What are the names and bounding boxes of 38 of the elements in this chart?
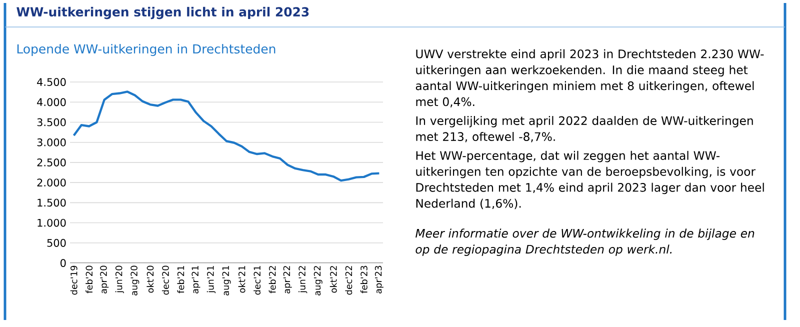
y-tick-label: 4.000 [37, 98, 66, 106]
x-tick-label: jun'20 [115, 266, 124, 294]
x-tick-label: apr'20 [100, 266, 109, 294]
x-tick-label: apr'23 [374, 266, 384, 294]
chart-subtitle: Lopende WW-uitkeringen in Drechtsteden [17, 44, 276, 56]
x-tick-label: dec'22 [345, 266, 352, 295]
y-tick-label: 3.500 [37, 118, 66, 126]
x-tick-label: feb'23 [360, 266, 368, 294]
y-tick-label: 1.000 [38, 218, 66, 227]
y-tick-label: 1.500 [38, 198, 66, 207]
x-tick-label: dec'19 [70, 266, 78, 295]
y-tick-label: 2.000 [37, 178, 66, 187]
x-tick-label: okt'21 [238, 266, 246, 293]
x-tick-label: aug'22 [314, 266, 322, 296]
x-tick-label: feb'20 [86, 266, 93, 294]
line-series [72, 90, 380, 182]
x-tick-label: okt'20 [146, 266, 154, 293]
x-tick-label: apr'22 [283, 266, 292, 294]
x-tick-label: aug'20 [130, 266, 140, 296]
text: Het WW-percentage, dat wil zeggen het aantal WW-uitkeringen ten opzichte van de beroepsbevolking, is voor Drechtsteden met 1,4% eind april 2023 lager dan voor heel Nederland (1,6%). [416, 150, 764, 210]
x-tick-label: feb'22 [268, 266, 276, 294]
x-tick-label: jun'22 [298, 266, 308, 294]
chart-title: WW-uitkeringen stijgen licht in april 2023 [16, 6, 309, 20]
x-tick-label: jun'21 [206, 266, 216, 294]
x-tick-label: apr'21 [192, 266, 200, 294]
text: In vergelijking met april 2022 daalden de WW-uitkeringen met 213, oftewel -8,7%. [416, 116, 753, 142]
x-tick-label: feb'21 [177, 266, 184, 294]
y-tick-label: 4.500 [37, 78, 66, 86]
y-tick-label: 3.000 [37, 138, 66, 146]
text: Meer informatie over de WW-ontwikkeling in de bijlage en op de regiopagina Drechtsteden op werk.nl. [416, 228, 754, 256]
x-tick-label: dec'20 [162, 266, 169, 295]
x-tick-label: aug'21 [222, 266, 231, 296]
y-tick-label: 0 [60, 259, 66, 267]
y-tick-label: 500 [47, 238, 66, 247]
x-tick-label: okt'22 [330, 266, 337, 293]
y-tick-label: 2.500 [37, 158, 66, 166]
x-tick-label: dec'21 [254, 266, 261, 295]
text: UWV verstrekte eind april 2023 in Drechtsteden 2.230 WW-uitkeringen aan werkzoekenden. In die maand steeg het aantal WW-uitkeringen miniem met 8 uitkeringen, oftewel met 0,4%. [416, 49, 764, 108]
